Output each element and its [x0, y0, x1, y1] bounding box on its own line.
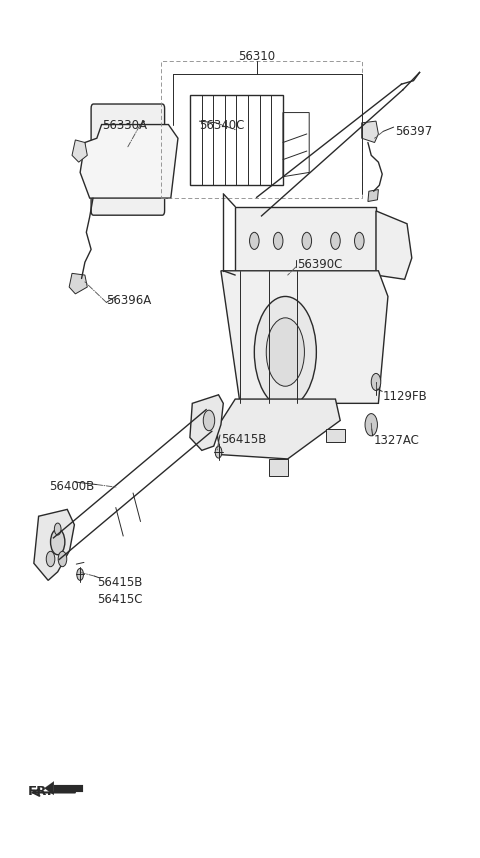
Polygon shape: [362, 121, 378, 142]
Circle shape: [274, 233, 283, 250]
Text: 56415B: 56415B: [97, 576, 142, 589]
Circle shape: [119, 144, 136, 175]
Circle shape: [77, 568, 84, 580]
Circle shape: [365, 414, 377, 436]
Text: 1129FB: 1129FB: [383, 390, 428, 402]
Polygon shape: [190, 395, 223, 450]
Text: 1327AC: 1327AC: [373, 434, 420, 447]
Polygon shape: [221, 271, 388, 403]
Text: 56415B: 56415B: [221, 433, 266, 446]
Polygon shape: [44, 782, 54, 795]
Polygon shape: [269, 459, 288, 476]
Circle shape: [54, 523, 61, 535]
Text: 56390C: 56390C: [297, 258, 343, 271]
Circle shape: [215, 446, 222, 458]
Polygon shape: [72, 140, 87, 162]
Polygon shape: [80, 124, 178, 198]
Polygon shape: [368, 190, 378, 202]
Text: 56396A: 56396A: [107, 294, 152, 307]
Circle shape: [110, 127, 146, 192]
Polygon shape: [69, 274, 87, 294]
Polygon shape: [34, 510, 74, 580]
Polygon shape: [235, 207, 376, 275]
Polygon shape: [54, 785, 83, 792]
Text: 56310: 56310: [238, 50, 275, 63]
Circle shape: [355, 233, 364, 250]
Text: 56397: 56397: [395, 125, 432, 138]
Text: 56415C: 56415C: [97, 593, 143, 607]
Circle shape: [46, 552, 55, 566]
Circle shape: [331, 233, 340, 250]
Polygon shape: [376, 211, 412, 280]
Polygon shape: [326, 429, 345, 442]
Polygon shape: [216, 399, 340, 459]
Circle shape: [302, 233, 312, 250]
Circle shape: [58, 552, 67, 566]
Text: FR.: FR.: [28, 785, 52, 799]
Circle shape: [371, 373, 381, 390]
Circle shape: [203, 410, 215, 431]
Circle shape: [266, 317, 304, 386]
Text: 56340C: 56340C: [199, 119, 245, 132]
Circle shape: [50, 529, 65, 555]
Circle shape: [254, 297, 316, 408]
Circle shape: [250, 233, 259, 250]
FancyBboxPatch shape: [91, 104, 165, 215]
Text: 56400B: 56400B: [49, 480, 95, 493]
Text: 56330A: 56330A: [102, 119, 147, 132]
